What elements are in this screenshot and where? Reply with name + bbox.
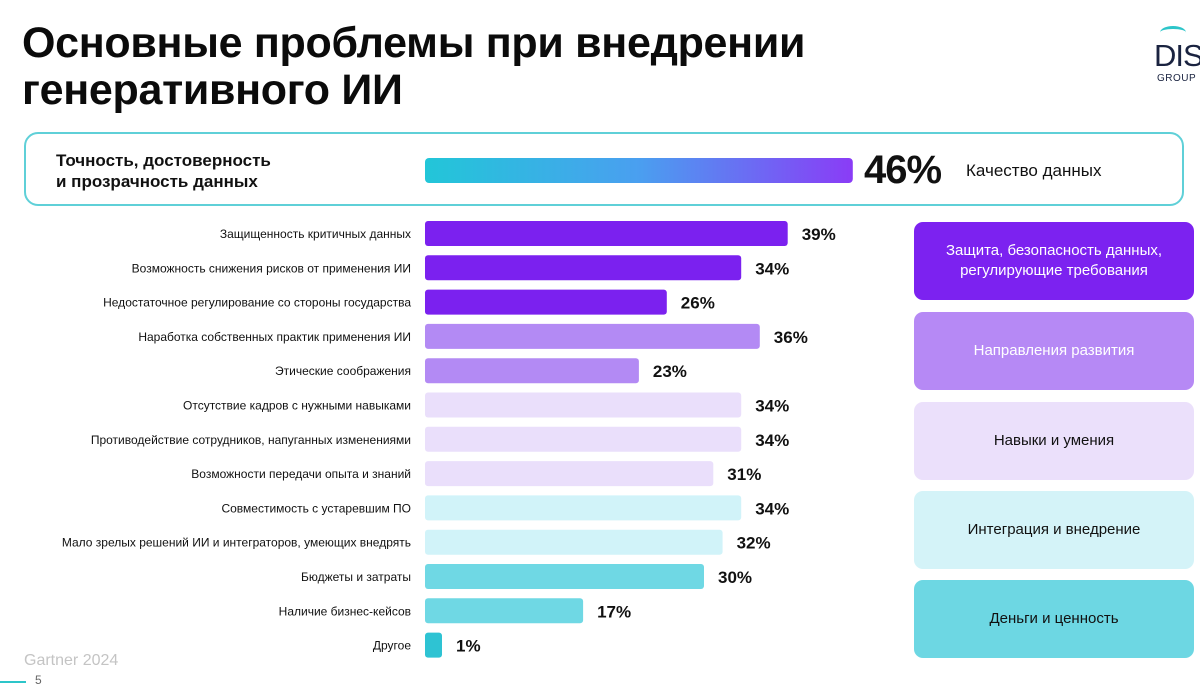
category-box-line-1: Защита, безопасность данных, bbox=[945, 242, 1163, 259]
highlight-label-line-2: и прозрачность данных bbox=[56, 172, 258, 191]
dis-group-logo: DIS GROUP bbox=[1148, 26, 1200, 86]
value-label-4: 36% bbox=[774, 328, 808, 347]
value-label-2: 34% bbox=[755, 259, 789, 278]
value-label-13: 1% bbox=[456, 637, 481, 656]
bar-8 bbox=[425, 461, 714, 487]
category-label-3: Недостаточное регулирование со стороны г… bbox=[103, 296, 411, 310]
category-label-1: Защищенность критичных данных bbox=[220, 227, 411, 241]
bar-4 bbox=[425, 323, 760, 349]
value-label-10: 32% bbox=[737, 534, 771, 553]
value-label-6: 34% bbox=[755, 397, 789, 416]
category-label-13: Другое bbox=[373, 639, 411, 653]
category-label-10: Мало зрелых решений ИИ и интеграторов, у… bbox=[62, 536, 411, 550]
category-box-1: Защита, безопасность данных, регулирующие… bbox=[914, 222, 1194, 300]
highlight-label-line-1: Точность, достоверность bbox=[56, 151, 271, 170]
logo-subtext: GROUP bbox=[1157, 73, 1197, 84]
highlight-frame bbox=[24, 132, 1184, 206]
category-label-6: Отсутствие кадров с нужными навыками bbox=[183, 399, 411, 413]
category-box-line-1: Навыки и умения bbox=[993, 432, 1115, 449]
value-label-12: 17% bbox=[597, 602, 631, 621]
logo-text: DIS bbox=[1154, 38, 1200, 73]
bar-highlight bbox=[425, 158, 853, 183]
bar-12 bbox=[425, 598, 584, 624]
category-box-line-2: регулирующие требования bbox=[960, 262, 1148, 279]
category-box-3: Навыки и умения bbox=[914, 402, 1194, 480]
category-box-line-1: Деньги и ценность bbox=[989, 610, 1119, 627]
category-box-line-1: Направления развития bbox=[973, 342, 1135, 359]
bar-3 bbox=[425, 289, 667, 315]
category-label-2: Возможность снижения рисков от применени… bbox=[132, 261, 411, 275]
bar-9 bbox=[425, 495, 742, 521]
bar-13 bbox=[425, 632, 442, 658]
title-line-2: генеративного ИИ bbox=[22, 66, 403, 114]
category-label-4: Наработка собственных практик применения… bbox=[138, 330, 411, 344]
value-label-8: 31% bbox=[727, 465, 761, 484]
bar-10 bbox=[425, 529, 723, 555]
highlight-value: 46% bbox=[864, 148, 942, 192]
value-label-5: 23% bbox=[653, 362, 687, 381]
bar-7 bbox=[425, 426, 742, 452]
category-box-4: Интеграция и внедрение bbox=[914, 491, 1194, 569]
bar-5 bbox=[425, 358, 639, 384]
source-note: Gartner 2024 bbox=[24, 652, 119, 669]
value-label-3: 26% bbox=[681, 294, 715, 313]
value-label-9: 34% bbox=[755, 499, 789, 518]
title-line-1: Основные проблемы при внедрении bbox=[22, 19, 806, 67]
bar-2 bbox=[425, 255, 742, 281]
category-box-2: Направления развития bbox=[914, 312, 1194, 390]
category-label-8: Возможности передачи опыта и знаний bbox=[191, 467, 411, 481]
value-label-11: 30% bbox=[718, 568, 752, 587]
category-label-11: Бюджеты и затраты bbox=[301, 570, 411, 584]
category-box-line-1: Интеграция и внедрение bbox=[967, 521, 1141, 538]
category-label-9: Совместимость с устаревшим ПО bbox=[221, 501, 411, 515]
value-label-7: 34% bbox=[755, 431, 789, 450]
category-label-5: Этические соображения bbox=[275, 364, 411, 378]
bar-1 bbox=[425, 221, 788, 246]
logo-arc-icon bbox=[1160, 26, 1186, 39]
bar-11 bbox=[425, 564, 704, 589]
category-label-7: Противодействие сотрудников, напуганных … bbox=[91, 433, 411, 447]
page-number: 5 bbox=[35, 673, 42, 687]
category-box-5: Деньги и ценность bbox=[914, 580, 1194, 658]
footer-accent-line bbox=[0, 681, 26, 683]
highlight-category: Качество данных bbox=[966, 161, 1102, 180]
bar-6 bbox=[425, 392, 742, 418]
category-label-12: Наличие бизнес-кейсов bbox=[279, 604, 411, 618]
value-label-1: 39% bbox=[802, 225, 836, 244]
highlight-label: Точность, достоверность и прозрачность д… bbox=[56, 150, 271, 192]
page-title: Основные проблемы при внедрении генерати… bbox=[22, 20, 805, 114]
